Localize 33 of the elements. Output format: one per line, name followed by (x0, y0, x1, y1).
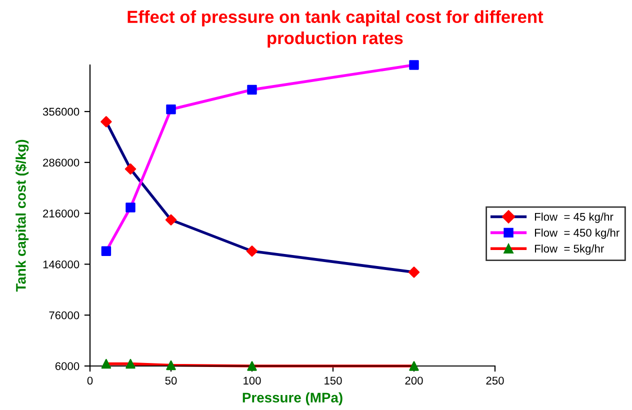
point (409, 361, 419, 371)
chart-title: Effect of pressure on tank capital cost for different production rates (128, 10, 544, 48)
point (101, 246, 112, 256)
point (126, 358, 136, 369)
y-tick-label: 76000 (49, 311, 80, 320)
y-tick-label: 286000 (43, 158, 80, 167)
legend-label: Flow = 5kg/hr (535, 244, 604, 255)
point (166, 360, 176, 370)
point (246, 246, 258, 257)
point (165, 214, 177, 226)
y-tick-label: 6000 (55, 362, 80, 370)
y-tick-label: 356000 (42, 108, 80, 116)
point (409, 60, 419, 70)
x-tick-label: 50 (165, 376, 177, 385)
x-tick-label: 150 (324, 376, 342, 385)
point (124, 163, 136, 175)
point (126, 202, 136, 212)
point (247, 361, 257, 371)
x-tick-label: 100 (244, 376, 261, 385)
point (408, 266, 420, 278)
legend-label: Flow = 450 kg/hr (535, 228, 620, 239)
x-tick-label: 0 (87, 376, 93, 385)
y-tick-label: 216000 (43, 210, 80, 218)
x-axis-title: Pressure (MPa) (242, 392, 342, 406)
legend-label: Flow = 45 kg/hr (535, 212, 614, 223)
point (100, 116, 112, 128)
x-tick-label: 200 (405, 376, 423, 385)
point (247, 84, 257, 95)
x-tick-label: 250 (486, 376, 504, 385)
point (166, 104, 176, 114)
y-axis-title: Tank capital cost ($/kg) (15, 140, 29, 292)
y-tick-label: 146000 (43, 260, 80, 268)
point (101, 358, 112, 369)
